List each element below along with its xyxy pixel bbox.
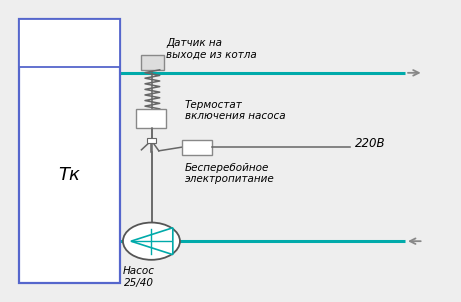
Bar xyxy=(141,55,164,70)
Text: Бесперебойное
электропитание: Бесперебойное электропитание xyxy=(184,163,274,184)
Text: Датчик на
выходе из котла: Датчик на выходе из котла xyxy=(166,38,257,59)
Polygon shape xyxy=(131,228,173,255)
Bar xyxy=(19,19,120,67)
Bar xyxy=(19,19,120,283)
Circle shape xyxy=(123,223,180,260)
Bar xyxy=(136,109,166,128)
Text: Тк: Тк xyxy=(59,166,81,184)
Text: Термостат
включения насоса: Термостат включения насоса xyxy=(184,100,285,121)
Text: 220В: 220В xyxy=(355,137,385,150)
Bar xyxy=(182,140,212,155)
Text: Насос
25/40: Насос 25/40 xyxy=(123,266,154,288)
Bar xyxy=(148,138,155,143)
